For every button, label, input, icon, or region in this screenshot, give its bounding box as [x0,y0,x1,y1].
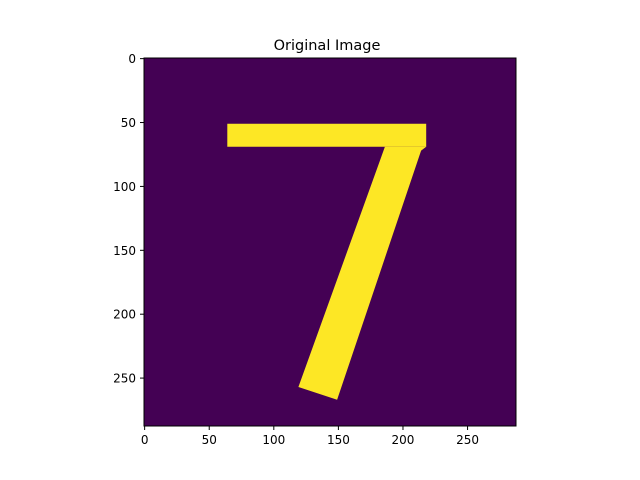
y-tick-label: 100 [113,180,136,194]
x-tick-label: 100 [262,433,285,447]
digit-7-top-bar [227,123,427,147]
y-tick-label: 50 [121,116,136,130]
y-tick-label: 150 [113,244,136,258]
axes-frame [143,57,517,427]
x-tick-label: 50 [202,433,217,447]
chart-title: Original Image [274,38,381,54]
y-tick-label: 200 [113,308,136,322]
y-axis: 0 50 100 150 200 250 [113,52,144,386]
x-tick-label: 250 [456,433,479,447]
x-tick-label: 200 [392,433,415,447]
x-axis: 0 50 100 150 200 250 [141,426,479,447]
x-tick-label: 0 [141,433,149,447]
heatmap-plot [143,57,517,427]
y-tick-label: 250 [113,372,136,386]
digit-7-stem [298,146,427,400]
y-tick-label: 0 [128,52,136,66]
x-tick-label: 150 [327,433,350,447]
